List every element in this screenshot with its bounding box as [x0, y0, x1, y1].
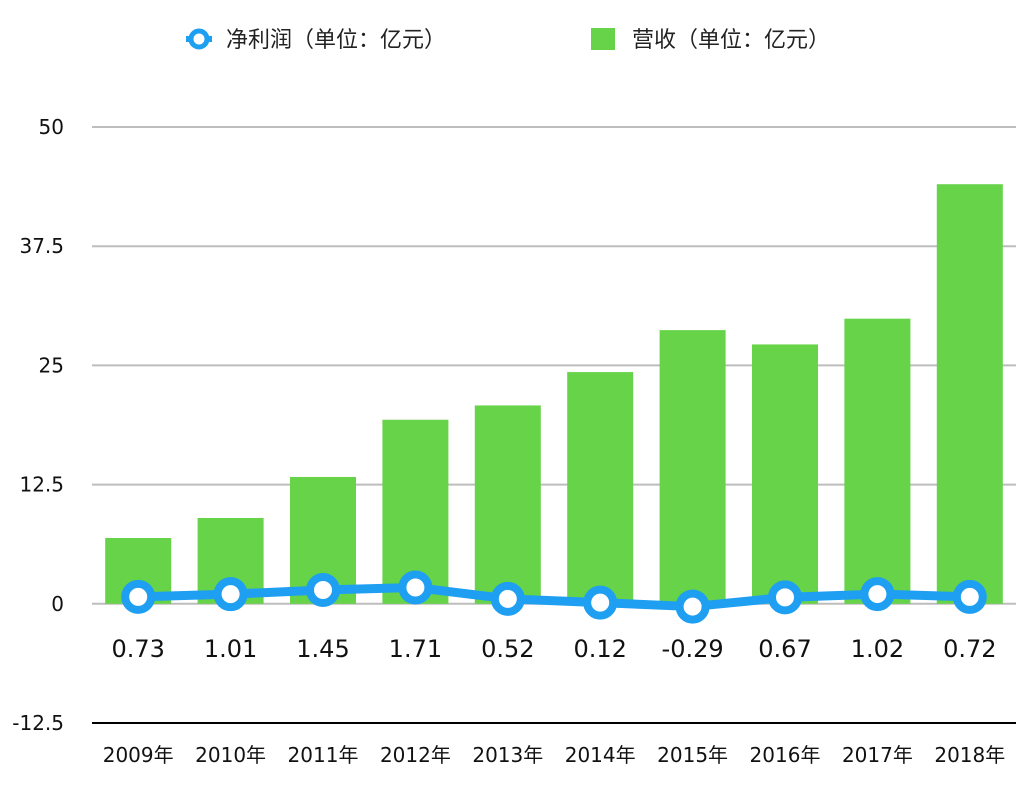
legend-item-net-profit: 净利润（单位：亿元） — [186, 28, 446, 53]
net-profit-point — [213, 577, 248, 612]
net-profit-line — [121, 570, 987, 624]
x-tick-label: 2014年 — [565, 743, 636, 767]
revenue-bar — [752, 344, 818, 604]
net-profit-data-label: 1.45 — [296, 635, 349, 663]
net-profit-point — [583, 585, 618, 620]
x-tick-label: 2018年 — [934, 743, 1005, 767]
y-axis-ticks: -12.5 0 12.5 25 37.5 50 — [12, 115, 64, 735]
net-profit-point — [490, 581, 525, 616]
revenue-bar — [936, 184, 1003, 604]
x-tick-label: 2009年 — [103, 743, 174, 767]
net-profit-data-label: 0.67 — [758, 635, 811, 663]
revenue-bar — [567, 372, 634, 604]
data-labels: 0.73 1.01 1.45 1.71 0.52 0.12 -0.29 0.67 1.02 0.7… — [111, 635, 996, 663]
legend-label-net-profit: 净利润（单位：亿元） — [226, 28, 446, 53]
x-tick-label: 2016年 — [750, 743, 821, 767]
net-profit-data-label: 1.02 — [851, 635, 904, 663]
x-tick-label: 2015年 — [657, 743, 728, 767]
x-tick-label: 2010年 — [195, 743, 266, 767]
net-profit-point — [860, 577, 895, 612]
x-tick-label: 2011年 — [288, 743, 359, 767]
x-tick-label: 2017年 — [842, 743, 913, 767]
revenue-bar — [844, 318, 911, 604]
legend: 净利润（单位：亿元） 营收（单位：亿元） — [186, 28, 830, 53]
revenue-bars — [105, 184, 1003, 604]
revenue-bar — [659, 330, 726, 604]
y-tick-label: 0 — [51, 592, 64, 616]
net-profit-data-label: 0.52 — [481, 635, 534, 663]
net-profit-data-label: 0.72 — [943, 635, 996, 663]
net-profit-point — [952, 579, 987, 614]
y-tick-label: 25 — [39, 353, 64, 377]
x-tick-label: 2012年 — [380, 743, 451, 767]
y-tick-label: -12.5 — [12, 711, 64, 735]
net-profit-data-label: 1.71 — [389, 635, 442, 663]
revenue-bar — [474, 405, 541, 604]
legend-bar-swatch — [591, 28, 615, 50]
net-profit-point — [306, 572, 340, 607]
net-profit-point — [121, 579, 156, 614]
net-profit-point — [675, 589, 710, 624]
x-tick-label: 2013年 — [472, 743, 543, 767]
legend-item-revenue: 营收（单位：亿元） — [591, 28, 830, 53]
net-profit-line-path — [133, 582, 975, 612]
y-tick-label: 12.5 — [19, 473, 64, 497]
legend-label-revenue: 营收（单位：亿元） — [632, 28, 830, 53]
legend-marker — [188, 28, 210, 50]
y-tick-label: 50 — [39, 115, 64, 139]
net-profit-data-label: 1.01 — [204, 635, 257, 663]
x-axis: 2009年 2010年 2011年 2012年 2013年 2014年 2015年 2016年… — [103, 743, 1006, 767]
net-profit-point — [768, 580, 802, 615]
net-profit-data-label: 0.12 — [573, 635, 626, 663]
net-profit-data-label: -0.29 — [662, 635, 724, 663]
net-profit-data-label: 0.73 — [111, 635, 164, 663]
net-profit-point — [398, 570, 433, 605]
y-tick-label: 37.5 — [19, 234, 64, 258]
